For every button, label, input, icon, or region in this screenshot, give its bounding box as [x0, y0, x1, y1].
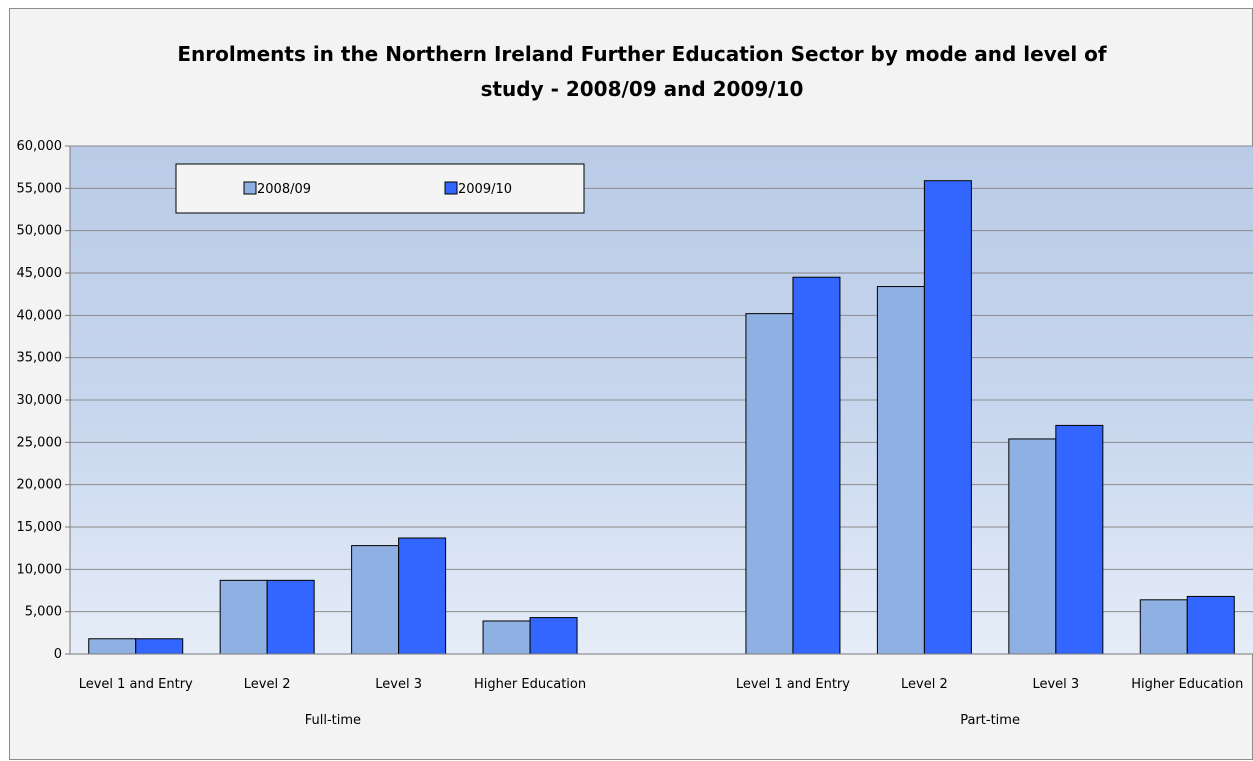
bar-2009-10-0	[135, 638, 184, 655]
x-category-label: Higher Education	[1131, 677, 1243, 692]
bar-2008-09-1	[219, 579, 268, 655]
legend-label-2009-10: 2009/10	[458, 182, 512, 197]
legend-label-2008-09: 2008/09	[257, 182, 311, 197]
y-tick-label: 15,000	[17, 520, 63, 535]
y-tick-label: 10,000	[17, 562, 63, 577]
bar-2009-10-6	[1055, 424, 1104, 655]
legend-swatch-2009-10	[444, 181, 458, 195]
y-tick-label: 50,000	[17, 224, 63, 239]
legend: 2008/09 2009/10	[175, 163, 585, 214]
y-tick-label: 55,000	[17, 181, 63, 196]
bar-2009-10-7	[1186, 595, 1235, 655]
legend-box	[175, 163, 585, 214]
chart-title-line-2: study - 2008/09 and 2009/10	[481, 77, 804, 101]
bar-2009-10-1	[266, 579, 315, 655]
y-tick-label: 45,000	[17, 266, 63, 281]
x-category-label: Level 2	[244, 677, 291, 692]
x-category-label: Higher Education	[474, 677, 586, 692]
chart-title-line-1: Enrolments in the Northern Ireland Furth…	[177, 42, 1106, 66]
bar-2008-09-2	[351, 545, 400, 655]
x-category-label: Level 3	[375, 677, 422, 692]
x-category-label: Level 2	[901, 677, 948, 692]
bar-2009-10-2	[398, 537, 447, 655]
x-category-label: Level 1 and Entry	[736, 677, 850, 692]
bar-2009-10-3	[529, 617, 578, 655]
x-axis-labels: Level 1 and Entry Level 2 Level 3 Higher Ed…	[79, 677, 1244, 728]
y-tick-label: 20,000	[17, 478, 63, 493]
x-category-label: Level 3	[1032, 677, 1079, 692]
bars	[88, 180, 1235, 655]
chart-area: Enrolments in the Northern Ireland Furth…	[9, 8, 1253, 760]
bar-2008-09-7	[1139, 599, 1188, 655]
bar-2009-10-4	[792, 276, 841, 655]
bar-2008-09-5	[876, 286, 925, 655]
y-axis-ticks: 0 5,000 10,000 15,000 20,000 25,000 30,000 35,0…	[17, 139, 70, 662]
y-tick-label: 0	[54, 647, 62, 662]
bar-2008-09-6	[1008, 438, 1057, 655]
bar-2008-09-4	[745, 313, 794, 655]
legend-swatch-2008-09	[243, 181, 257, 195]
gridlines	[70, 145, 1253, 613]
bar-2008-09-3	[482, 620, 531, 655]
y-tick-label: 35,000	[17, 351, 63, 366]
chart-svg: Enrolments in the Northern Ireland Furth…	[17, 42, 1253, 728]
x-category-label: Level 1 and Entry	[79, 677, 193, 692]
y-tick-label: 60,000	[17, 139, 63, 154]
bar-2008-09-0	[88, 638, 137, 655]
y-tick-label: 5,000	[25, 605, 62, 620]
x-group-label: Part-time	[960, 713, 1020, 728]
y-tick-label: 25,000	[17, 435, 63, 450]
bar-2009-10-5	[923, 180, 972, 655]
y-tick-label: 30,000	[17, 393, 63, 408]
y-tick-label: 40,000	[17, 308, 63, 323]
x-group-label: Full-time	[305, 713, 361, 728]
